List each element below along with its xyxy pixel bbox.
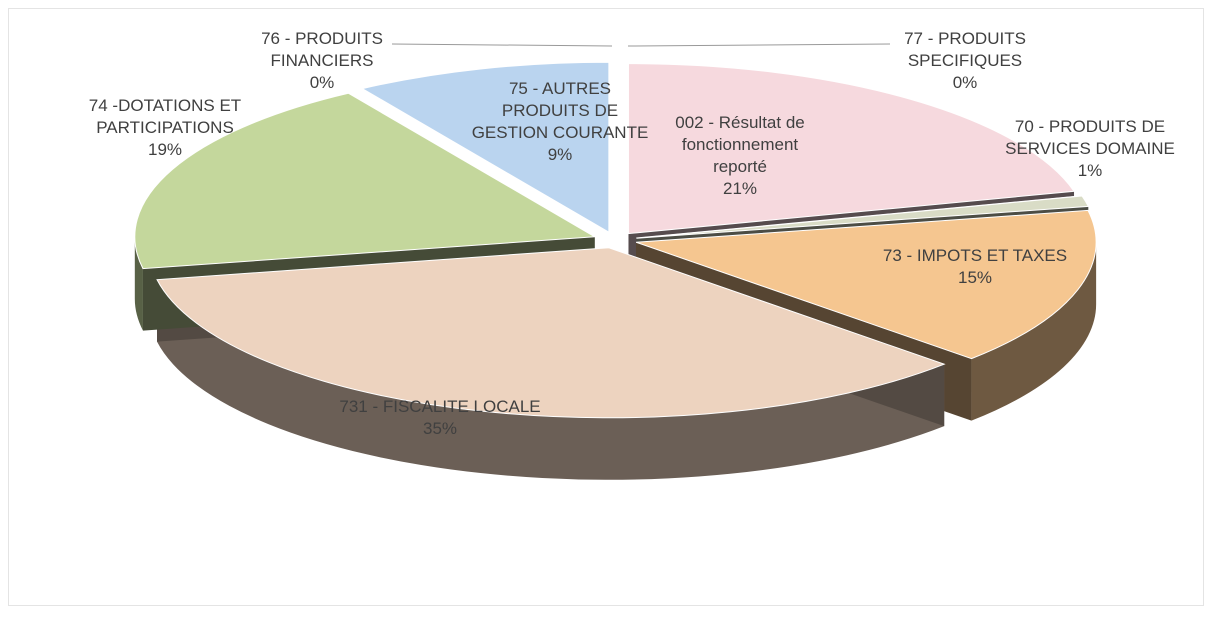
chart-frame — [8, 8, 1204, 606]
data-label: 73 - IMPOTS ET TAXES 15% — [865, 245, 1085, 289]
slice-percent: 21% — [722, 179, 758, 198]
data-label: 731 - FISCALITE LOCALE 35% — [310, 396, 570, 440]
slice-name: 74 -DOTATIONS ET PARTICIPATIONS — [88, 96, 242, 137]
slice-name: 731 - FISCALITE LOCALE — [339, 397, 541, 416]
slice-name: 75 - AUTRES PRODUITS DE GESTION COURANTE — [471, 79, 649, 142]
slice — [635, 209, 1097, 360]
data-label: 76 - PRODUITS FINANCIERS 0% — [242, 28, 402, 94]
slice-percent: 19% — [147, 140, 183, 159]
leader-line — [391, 43, 613, 47]
slice-side — [157, 279, 945, 480]
slice — [361, 61, 610, 234]
data-label: 75 - AUTRES PRODUITS DE GESTION COURANTE… — [465, 78, 655, 166]
slice-name: 70 - PRODUITS DE SERVICES DOMAINE — [1005, 117, 1175, 158]
data-label: 77 - PRODUITS SPECIFIQUES 0% — [885, 28, 1045, 94]
slice — [627, 63, 1075, 235]
slice-percent: 9% — [547, 145, 573, 164]
slice-percent: 0% — [952, 73, 978, 92]
data-label: 002 - Résultat de fonctionnement reporté… — [655, 112, 825, 200]
data-label: 74 -DOTATIONS ET PARTICIPATIONS 19% — [65, 95, 265, 161]
slice-side — [134, 236, 143, 331]
slice-percent: 1% — [1077, 161, 1103, 180]
slice-side — [971, 242, 1097, 421]
slice-name: 002 - Résultat de fonctionnement reporté — [675, 113, 805, 176]
slice — [156, 247, 946, 419]
slice-percent: 15% — [957, 268, 993, 287]
slice-percent: 35% — [422, 419, 458, 438]
slice-name: 76 - PRODUITS FINANCIERS — [261, 29, 383, 70]
slice — [636, 195, 1090, 239]
slice-name: 77 - PRODUITS SPECIFIQUES — [904, 29, 1026, 70]
slice — [134, 92, 597, 270]
data-label: 70 - PRODUITS DE SERVICES DOMAINE 1% — [990, 116, 1190, 182]
slice-name: 73 - IMPOTS ET TAXES — [882, 246, 1068, 265]
leader-line — [627, 43, 891, 47]
slice-percent: 0% — [309, 73, 335, 92]
